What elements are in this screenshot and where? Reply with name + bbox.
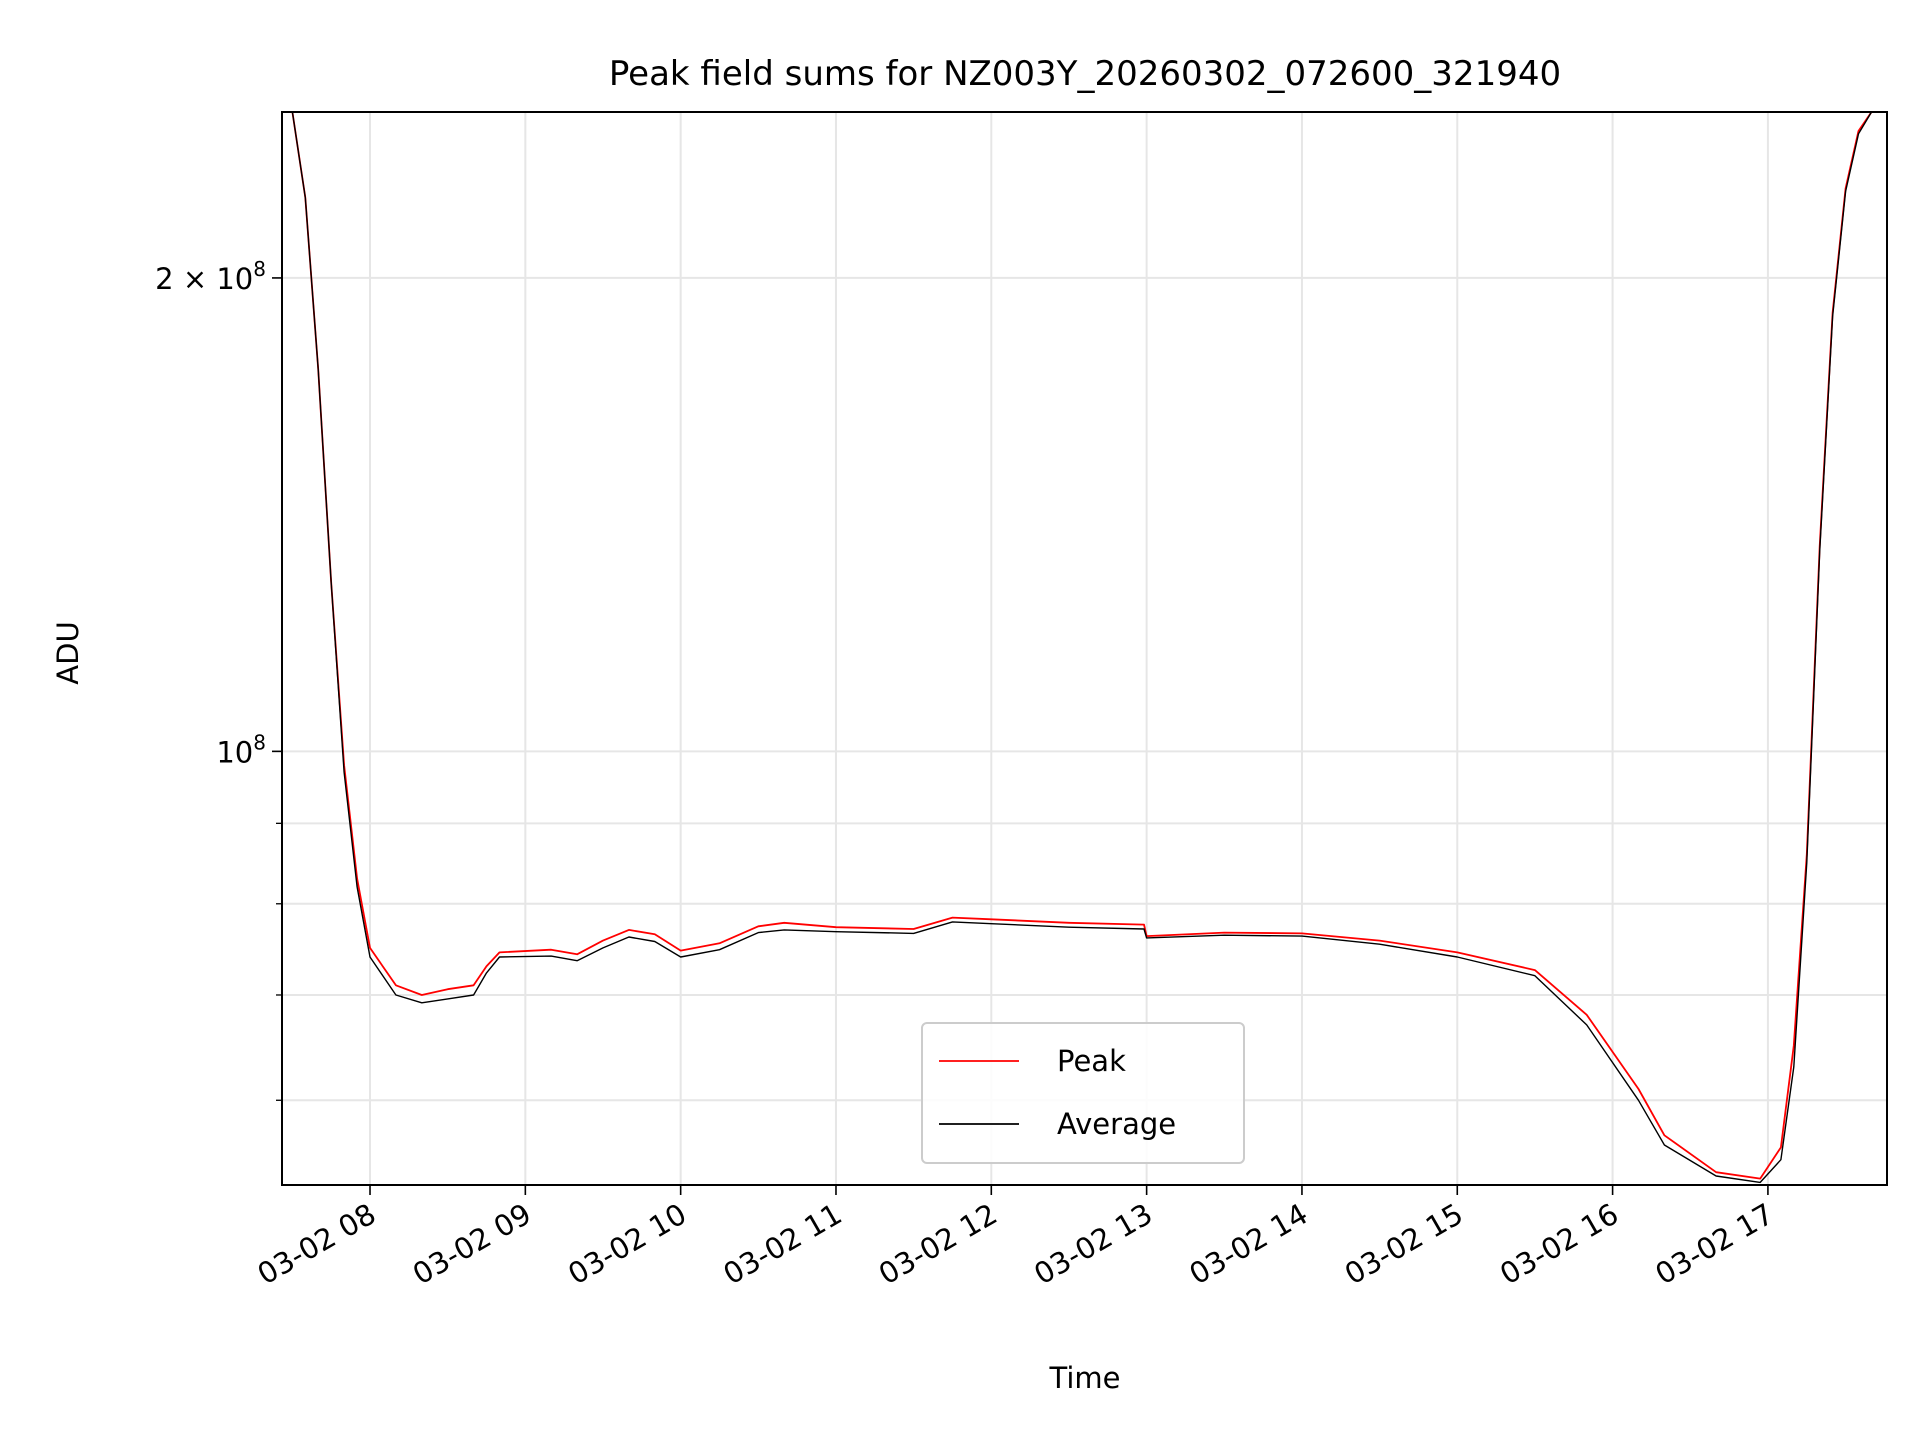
y-tick-label: 2 × 108	[155, 257, 266, 296]
x-axis-label: Time	[1049, 1361, 1121, 1395]
chart-title: Peak field sums for NZ003Y_20260302_0726…	[609, 54, 1561, 94]
legend: Peak Average	[921, 1022, 1245, 1164]
legend-box	[921, 1022, 1245, 1164]
plot-frame	[281, 111, 1888, 1186]
y-axis-label: ADU	[51, 621, 85, 684]
series-line-peak	[282, 111, 1887, 1180]
legend-label-peak: Peak	[1057, 1044, 1126, 1078]
series-lines	[282, 111, 1887, 1184]
legend-label-average: Average	[1057, 1107, 1176, 1141]
y-tick-label: 108	[216, 730, 266, 769]
series-line-average	[282, 111, 1887, 1184]
